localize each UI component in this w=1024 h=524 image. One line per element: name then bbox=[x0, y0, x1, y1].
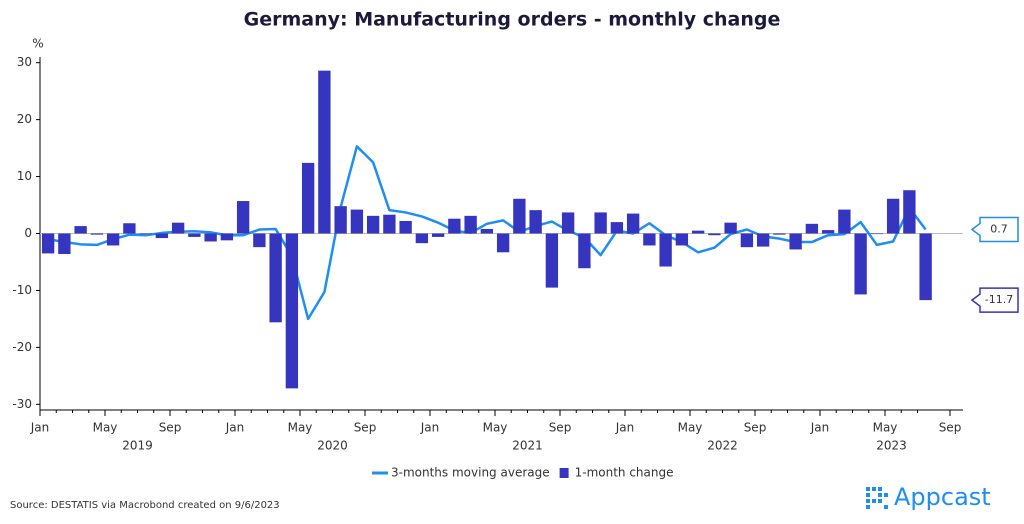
bar bbox=[724, 222, 737, 234]
brand-icon bbox=[866, 487, 888, 509]
y-tick-label: 30 bbox=[17, 55, 32, 69]
brand: Appcast bbox=[894, 483, 991, 511]
y-tick-label: 20 bbox=[17, 112, 32, 126]
year-label: 2022 bbox=[707, 439, 738, 453]
bar bbox=[188, 233, 201, 237]
bar bbox=[886, 198, 900, 234]
x-tick-label: May bbox=[288, 421, 313, 435]
bar bbox=[155, 233, 169, 239]
bar bbox=[285, 233, 299, 389]
year-label: 2021 bbox=[512, 439, 543, 453]
callout-box bbox=[970, 287, 1019, 313]
bar bbox=[253, 233, 266, 248]
bar bbox=[334, 206, 347, 234]
bar bbox=[41, 233, 55, 254]
y-tick-label: -20 bbox=[12, 340, 32, 354]
bar bbox=[399, 220, 412, 234]
year-label: 2019 bbox=[122, 439, 153, 453]
x-tick-label: May bbox=[873, 421, 898, 435]
bar bbox=[919, 233, 932, 301]
callout-label: 0.7 bbox=[990, 223, 1008, 236]
bar bbox=[805, 223, 819, 234]
bar bbox=[756, 233, 770, 247]
x-tick-label: Jan bbox=[420, 421, 440, 435]
bar bbox=[58, 233, 71, 254]
bar bbox=[171, 222, 185, 234]
bar bbox=[366, 215, 380, 234]
x-tick-label: Jan bbox=[225, 421, 245, 435]
bar bbox=[578, 233, 591, 269]
bar bbox=[675, 233, 689, 246]
bar bbox=[415, 233, 429, 244]
bar bbox=[480, 228, 494, 234]
bar bbox=[513, 198, 526, 234]
x-tick-label: Jan bbox=[615, 421, 635, 435]
bar bbox=[106, 233, 120, 246]
bar bbox=[301, 162, 315, 234]
bar bbox=[318, 70, 331, 234]
bar bbox=[708, 233, 721, 236]
bar bbox=[383, 214, 396, 234]
bar bbox=[269, 233, 282, 323]
y-tick-label: 10 bbox=[17, 169, 32, 183]
x-tick-label: Jan bbox=[30, 421, 50, 435]
legend-label: 3-months moving average bbox=[391, 466, 550, 480]
bar bbox=[870, 233, 884, 235]
x-tick-label: Jan bbox=[810, 421, 830, 435]
bar bbox=[821, 230, 835, 234]
bar bbox=[464, 215, 477, 234]
bar bbox=[529, 210, 542, 234]
bar bbox=[90, 233, 104, 235]
bar bbox=[838, 209, 851, 234]
bar bbox=[123, 223, 136, 234]
bar bbox=[789, 233, 802, 250]
source: Source: DESTATIS via Macrobond created o… bbox=[10, 500, 280, 511]
bar bbox=[903, 190, 916, 234]
bar bbox=[691, 230, 705, 234]
year-label: 2023 bbox=[876, 439, 907, 453]
bar bbox=[561, 212, 575, 234]
bar bbox=[74, 226, 87, 234]
x-tick-label: Sep bbox=[744, 421, 767, 435]
callout-box bbox=[970, 216, 1019, 243]
x-tick-label: May bbox=[678, 421, 703, 435]
y-tick-label: -10 bbox=[12, 283, 32, 297]
year-label: 2020 bbox=[317, 439, 348, 453]
y-tick-label: 0 bbox=[24, 226, 32, 240]
bar bbox=[643, 233, 656, 246]
x-tick-label: May bbox=[483, 421, 508, 435]
bar bbox=[139, 233, 152, 235]
chart-title: Germany: Manufacturing orders - monthly … bbox=[244, 9, 781, 31]
bar bbox=[220, 233, 234, 241]
legend-label: 1-month change bbox=[575, 466, 674, 480]
bar bbox=[431, 233, 445, 237]
bar bbox=[496, 233, 510, 253]
x-tick-label: Sep bbox=[549, 421, 572, 435]
bar bbox=[448, 218, 461, 234]
bar bbox=[626, 213, 640, 234]
bar bbox=[350, 209, 364, 234]
bar bbox=[740, 233, 754, 248]
line bbox=[47, 145, 927, 321]
x-tick-label: Sep bbox=[939, 421, 962, 435]
bar bbox=[854, 233, 867, 295]
bar bbox=[545, 233, 559, 288]
x-tick-label: May bbox=[93, 421, 118, 435]
bar bbox=[610, 222, 624, 234]
x-tick-label: Sep bbox=[354, 421, 377, 435]
x-tick-label: Sep bbox=[159, 421, 182, 435]
bar bbox=[773, 233, 786, 235]
callout-label: -11.7 bbox=[985, 293, 1013, 306]
bar bbox=[204, 233, 217, 242]
y-unit: % bbox=[32, 37, 43, 51]
legend-swatch bbox=[559, 468, 569, 478]
bar bbox=[659, 233, 672, 267]
bar bbox=[236, 201, 250, 234]
y-tick-label: -30 bbox=[12, 397, 32, 411]
bar bbox=[594, 212, 607, 234]
